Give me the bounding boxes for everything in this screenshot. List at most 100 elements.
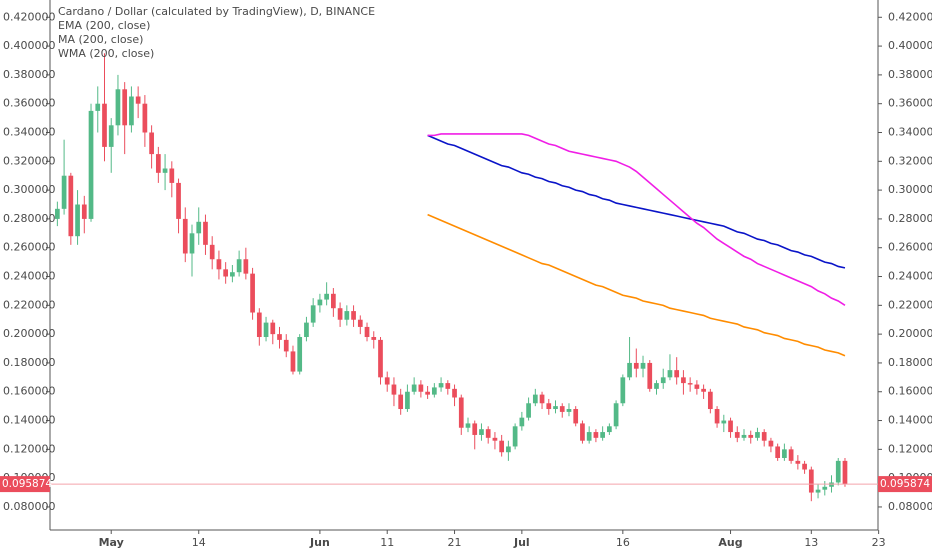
candle-body	[546, 403, 552, 410]
y-tick-label: 0.260000	[888, 241, 932, 254]
candle-body	[714, 409, 720, 424]
y-tick-label: 0.280000	[888, 212, 932, 225]
candle-body	[391, 384, 397, 395]
y-tick-label: 0.280000	[3, 212, 56, 225]
y-tick-label: 0.380000	[3, 68, 56, 81]
y-tick-label: 0.420000	[3, 10, 56, 23]
candle-body	[384, 377, 390, 385]
candle-body	[532, 394, 538, 404]
candle-body	[243, 259, 249, 274]
candle-body	[802, 463, 807, 470]
candle-body	[633, 362, 639, 369]
candle-body	[236, 259, 242, 273]
legend-entry: EMA (200, close)	[58, 19, 150, 32]
candle-body	[647, 362, 653, 389]
candle-body	[842, 460, 848, 485]
y-tick-label: 0.220000	[888, 298, 932, 311]
x-tick-label: 23	[872, 536, 886, 549]
indicator-line	[427, 213, 846, 357]
candle-body	[586, 432, 592, 441]
candle-body	[748, 434, 754, 438]
y-tick-label: 0.340000	[888, 126, 932, 139]
candle-body	[162, 168, 168, 173]
candle-body	[687, 383, 693, 385]
candle-body	[68, 175, 74, 237]
candle-body	[835, 460, 841, 483]
candle-body	[775, 446, 781, 458]
candle-body	[526, 403, 531, 418]
candle-body	[512, 426, 518, 447]
legend-entry: MA (200, close)	[58, 33, 143, 46]
candle-body	[728, 420, 733, 433]
last-price-box	[878, 476, 932, 493]
y-tick-label: 0.300000	[3, 183, 56, 196]
candle-body	[378, 339, 383, 378]
candle-body	[445, 383, 451, 389]
y-tick-label: 0.120000	[888, 442, 932, 455]
y-tick-label: 0.160000	[888, 385, 932, 398]
candle-body	[674, 370, 680, 378]
candle-body	[337, 308, 343, 320]
candle-body	[182, 218, 188, 254]
candle-body	[230, 272, 235, 277]
x-tick-label: 21	[448, 536, 462, 549]
y-tick-label: 0.140000	[3, 414, 56, 427]
candle-body	[411, 384, 417, 392]
candle-body	[81, 204, 87, 219]
indicator-line	[427, 134, 846, 269]
candle-body	[277, 334, 282, 340]
y-tick-label: 0.320000	[3, 154, 56, 167]
candle-body	[357, 319, 363, 327]
candle-body	[768, 440, 774, 447]
y-tick-label: 0.200000	[3, 327, 56, 340]
candle-body	[189, 233, 195, 254]
x-tick-label: May	[99, 536, 124, 549]
y-tick-label: 0.140000	[888, 414, 932, 427]
candle-body	[566, 409, 572, 412]
candle-body	[61, 175, 67, 209]
candle-body	[465, 423, 471, 428]
y-tick-label: 0.360000	[888, 97, 932, 110]
y-tick-label: 0.380000	[888, 68, 932, 81]
y-tick-label: 0.300000	[888, 183, 932, 196]
y-tick-label: 0.240000	[3, 270, 56, 283]
candle-body	[701, 388, 706, 392]
candle-body	[331, 293, 336, 309]
candle-body	[102, 103, 107, 147]
candle-body	[290, 351, 296, 372]
candle-body	[607, 426, 612, 433]
candle-body	[795, 460, 801, 464]
candle-body	[169, 168, 175, 183]
candle-body	[707, 391, 713, 410]
candle-body	[559, 406, 565, 412]
y-tick-label: 0.260000	[3, 241, 56, 254]
y-tick-label: 0.080000	[888, 500, 932, 513]
candle-body	[721, 420, 727, 424]
x-tick-label: 11	[380, 536, 394, 549]
candle-body	[506, 446, 511, 453]
candle-body	[142, 103, 148, 133]
candle-body	[822, 486, 828, 490]
candle-body	[203, 221, 208, 245]
candle-body	[176, 182, 181, 219]
candle-body	[310, 305, 316, 323]
candle-body	[829, 482, 834, 487]
candle-body	[88, 110, 94, 219]
candle-body	[297, 337, 303, 372]
candle-body	[553, 406, 558, 410]
candle-body	[223, 269, 229, 277]
candle-body	[761, 432, 767, 441]
y-tick-label: 0.400000	[888, 39, 932, 52]
candle-body	[371, 337, 377, 340]
candle-body	[539, 394, 545, 404]
candle-body	[364, 326, 370, 338]
candle-body	[256, 312, 262, 338]
candle-body	[75, 204, 80, 237]
candle-body	[196, 221, 202, 234]
y-tick-label: 0.320000	[888, 154, 932, 167]
candle-body	[405, 391, 410, 410]
candle-body	[398, 394, 404, 410]
candle-body	[304, 322, 309, 338]
